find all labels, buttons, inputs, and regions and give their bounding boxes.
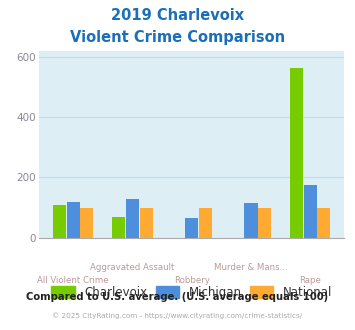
Bar xyxy=(53,205,66,238)
Legend: Charlevoix, Michigan, National: Charlevoix, Michigan, National xyxy=(48,282,336,303)
Bar xyxy=(245,203,257,238)
Text: Rape: Rape xyxy=(299,277,321,285)
Bar xyxy=(304,185,317,238)
Text: All Violent Crime: All Violent Crime xyxy=(37,277,109,285)
Bar xyxy=(126,199,139,238)
Bar xyxy=(317,208,331,238)
Text: Aggravated Assault: Aggravated Assault xyxy=(90,263,175,272)
Text: 2019 Charlevoix: 2019 Charlevoix xyxy=(111,8,244,23)
Bar xyxy=(112,216,125,238)
Text: Compared to U.S. average. (U.S. average equals 100): Compared to U.S. average. (U.S. average … xyxy=(26,292,329,302)
Bar xyxy=(80,208,93,238)
Text: Violent Crime Comparison: Violent Crime Comparison xyxy=(70,30,285,45)
Bar xyxy=(140,208,153,238)
Bar xyxy=(67,202,80,238)
Bar xyxy=(258,208,271,238)
Text: Murder & Mans...: Murder & Mans... xyxy=(214,263,288,272)
Bar xyxy=(290,68,303,238)
Text: © 2025 CityRating.com - https://www.cityrating.com/crime-statistics/: © 2025 CityRating.com - https://www.city… xyxy=(53,312,302,318)
Bar xyxy=(199,208,212,238)
Bar xyxy=(185,218,198,238)
Text: Robbery: Robbery xyxy=(174,277,210,285)
